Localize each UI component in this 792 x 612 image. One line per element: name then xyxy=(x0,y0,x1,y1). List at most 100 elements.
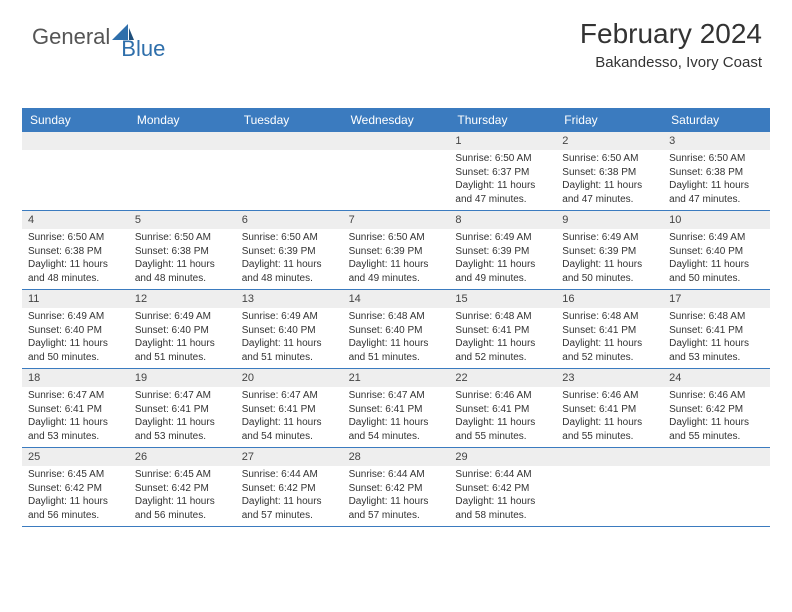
day-cell: 3Sunrise: 6:50 AMSunset: 6:38 PMDaylight… xyxy=(663,132,770,210)
day-cell xyxy=(663,448,770,526)
day-cell xyxy=(129,132,236,210)
day-number: 9 xyxy=(556,211,663,229)
day-cell: 23Sunrise: 6:46 AMSunset: 6:41 PMDayligh… xyxy=(556,369,663,447)
daylight-text: Daylight: 11 hours xyxy=(669,258,764,272)
daylight-text: Daylight: 11 hours xyxy=(669,179,764,193)
day-body: Sunrise: 6:50 AMSunset: 6:38 PMDaylight:… xyxy=(22,229,129,289)
day-number: 24 xyxy=(663,369,770,387)
sunrise-text: Sunrise: 6:46 AM xyxy=(455,389,550,403)
sunset-text: Sunset: 6:38 PM xyxy=(28,245,123,259)
day-body: Sunrise: 6:47 AMSunset: 6:41 PMDaylight:… xyxy=(129,387,236,447)
sunset-text: Sunset: 6:40 PM xyxy=(135,324,230,338)
day-body xyxy=(663,466,770,472)
daylight-text: Daylight: 11 hours xyxy=(135,337,230,351)
sunset-text: Sunset: 6:39 PM xyxy=(455,245,550,259)
sunrise-text: Sunrise: 6:50 AM xyxy=(349,231,444,245)
calendar-week: 18Sunrise: 6:47 AMSunset: 6:41 PMDayligh… xyxy=(22,369,770,448)
day-body: Sunrise: 6:47 AMSunset: 6:41 PMDaylight:… xyxy=(22,387,129,447)
day-number: 4 xyxy=(22,211,129,229)
day-number: 10 xyxy=(663,211,770,229)
daylight-text: and 53 minutes. xyxy=(669,351,764,365)
day-cell: 18Sunrise: 6:47 AMSunset: 6:41 PMDayligh… xyxy=(22,369,129,447)
daylight-text: and 47 minutes. xyxy=(669,193,764,207)
day-number: 13 xyxy=(236,290,343,308)
day-body: Sunrise: 6:50 AMSunset: 6:37 PMDaylight:… xyxy=(449,150,556,210)
daylight-text: Daylight: 11 hours xyxy=(242,337,337,351)
day-number: 23 xyxy=(556,369,663,387)
day-cell: 5Sunrise: 6:50 AMSunset: 6:38 PMDaylight… xyxy=(129,211,236,289)
calendar-weeks: 1Sunrise: 6:50 AMSunset: 6:37 PMDaylight… xyxy=(22,132,770,527)
sunset-text: Sunset: 6:40 PM xyxy=(242,324,337,338)
sunrise-text: Sunrise: 6:47 AM xyxy=(349,389,444,403)
sunset-text: Sunset: 6:41 PM xyxy=(562,403,657,417)
day-cell xyxy=(22,132,129,210)
day-cell: 7Sunrise: 6:50 AMSunset: 6:39 PMDaylight… xyxy=(343,211,450,289)
day-cell xyxy=(556,448,663,526)
day-cell: 6Sunrise: 6:50 AMSunset: 6:39 PMDaylight… xyxy=(236,211,343,289)
day-cell: 13 Sunrise: 6:49 AMSunset: 6:40 PMDayligh… xyxy=(236,290,343,368)
day-number: 26 xyxy=(129,448,236,466)
day-cell: 11Sunrise: 6:49 AMSunset: 6:40 PMDayligh… xyxy=(22,290,129,368)
daylight-text: Daylight: 11 hours xyxy=(455,416,550,430)
daylight-text: and 51 minutes. xyxy=(135,351,230,365)
day-number: 29 xyxy=(449,448,556,466)
daylight-text: Daylight: 11 hours xyxy=(562,179,657,193)
day-body: Sunrise: 6:48 AMSunset: 6:40 PMDaylight:… xyxy=(343,308,450,368)
weekday-header: Thursday xyxy=(449,108,556,132)
day-number xyxy=(343,132,450,150)
sunrise-text: Sunrise: 6:48 AM xyxy=(455,310,550,324)
logo: General Blue xyxy=(32,24,179,50)
sunset-text: Sunset: 6:39 PM xyxy=(349,245,444,259)
sunrise-text: Sunrise: 6:50 AM xyxy=(135,231,230,245)
daylight-text: Daylight: 11 hours xyxy=(562,258,657,272)
day-number xyxy=(22,132,129,150)
day-number: 22 xyxy=(449,369,556,387)
day-body: Sunrise: 6:50 AMSunset: 6:38 PMDaylight:… xyxy=(663,150,770,210)
sunrise-text: Sunrise: 6:46 AM xyxy=(669,389,764,403)
day-body: Sunrise: 6:49 AMSunset: 6:39 PMDaylight:… xyxy=(449,229,556,289)
day-cell: 28Sunrise: 6:44 AMSunset: 6:42 PMDayligh… xyxy=(343,448,450,526)
daylight-text: Daylight: 11 hours xyxy=(242,495,337,509)
sunrise-text: Sunrise: 6:45 AM xyxy=(28,468,123,482)
day-cell: 21Sunrise: 6:47 AMSunset: 6:41 PMDayligh… xyxy=(343,369,450,447)
day-number: 1 xyxy=(449,132,556,150)
day-number: 18 xyxy=(22,369,129,387)
weekday-header: Monday xyxy=(129,108,236,132)
daylight-text: Daylight: 11 hours xyxy=(135,258,230,272)
sunrise-text: Sunrise: 6:44 AM xyxy=(242,468,337,482)
daylight-text: and 53 minutes. xyxy=(135,430,230,444)
daylight-text: Daylight: 11 hours xyxy=(135,416,230,430)
day-body: Sunrise: 6:49 AMSunset: 6:40 PMDaylight:… xyxy=(22,308,129,368)
calendar-week: 11Sunrise: 6:49 AMSunset: 6:40 PMDayligh… xyxy=(22,290,770,369)
daylight-text: and 47 minutes. xyxy=(562,193,657,207)
day-number xyxy=(556,448,663,466)
daylight-text: Daylight: 11 hours xyxy=(349,495,444,509)
calendar: SundayMondayTuesdayWednesdayThursdayFrid… xyxy=(22,108,770,527)
day-body: Sunrise: 6:50 AMSunset: 6:39 PMDaylight:… xyxy=(343,229,450,289)
sunrise-text: Sunrise: 6:50 AM xyxy=(28,231,123,245)
day-cell: 1Sunrise: 6:50 AMSunset: 6:37 PMDaylight… xyxy=(449,132,556,210)
day-number xyxy=(236,132,343,150)
day-body: Sunrise: 6:46 AMSunset: 6:42 PMDaylight:… xyxy=(663,387,770,447)
day-body xyxy=(556,466,663,472)
sunrise-text: Sunrise: 6:48 AM xyxy=(562,310,657,324)
sunrise-text: Sunrise: 6:49 AM xyxy=(669,231,764,245)
day-number: 21 xyxy=(343,369,450,387)
sunset-text: Sunset: 6:41 PM xyxy=(135,403,230,417)
day-body: Sunrise: 6:46 AMSunset: 6:41 PMDaylight:… xyxy=(556,387,663,447)
day-body: Sunrise: 6:47 AMSunset: 6:41 PMDaylight:… xyxy=(236,387,343,447)
day-number xyxy=(663,448,770,466)
day-body: Sunrise: 6:49 AMSunset: 6:39 PMDaylight:… xyxy=(556,229,663,289)
daylight-text: and 57 minutes. xyxy=(242,509,337,523)
daylight-text: Daylight: 11 hours xyxy=(562,337,657,351)
day-cell: 2Sunrise: 6:50 AMSunset: 6:38 PMDaylight… xyxy=(556,132,663,210)
day-cell: 10Sunrise: 6:49 AMSunset: 6:40 PMDayligh… xyxy=(663,211,770,289)
daylight-text: Daylight: 11 hours xyxy=(669,337,764,351)
daylight-text: Daylight: 11 hours xyxy=(455,337,550,351)
daylight-text: and 54 minutes. xyxy=(242,430,337,444)
daylight-text: Daylight: 11 hours xyxy=(349,258,444,272)
sunset-text: Sunset: 6:41 PM xyxy=(669,324,764,338)
sunrise-text: Sunrise: 6:49 AM xyxy=(242,310,337,324)
day-body: Sunrise: 6:48 AMSunset: 6:41 PMDaylight:… xyxy=(556,308,663,368)
sunset-text: Sunset: 6:42 PM xyxy=(669,403,764,417)
